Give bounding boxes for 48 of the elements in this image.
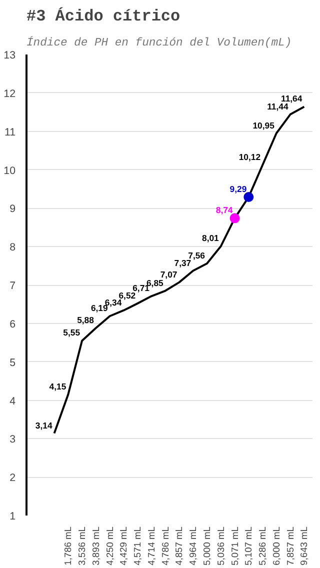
data-label: 3,14: [35, 420, 52, 430]
x-tick-label: 5,286 mL: [258, 526, 268, 566]
data-label: 11,64: [280, 94, 302, 104]
y-tick-label: 1: [10, 510, 16, 522]
data-label: 8,74: [216, 205, 233, 216]
x-tick-label: 7,857 mL: [285, 526, 296, 566]
y-tick-label: 3: [10, 434, 16, 446]
data-label: 7,37: [174, 258, 192, 268]
y-tick-label: 5: [10, 356, 16, 369]
data-label: 7,56: [188, 250, 206, 260]
y-tick-label: 9: [10, 203, 16, 216]
x-tick-label: 4,964 mL: [188, 526, 198, 566]
y-tick-label: 2: [10, 472, 16, 484]
x-tick-label: 5,107 mL: [244, 526, 254, 566]
data-label: 11,44: [267, 101, 288, 112]
x-tick-label: 1,786 mL: [63, 526, 74, 566]
data-label: 10,95: [252, 120, 275, 130]
data-label: 6,85: [146, 278, 164, 288]
chart-subtitle: Índice de PH en función del Volumen(mL): [26, 36, 292, 50]
data-label: 10,12: [238, 152, 261, 162]
x-tick-label: 3,536 mL: [77, 526, 88, 566]
y-tick-label: 4: [10, 395, 16, 408]
x-tick-label: 5,000 mL: [202, 526, 212, 566]
x-tick-label: 4,250 mL: [104, 526, 115, 566]
x-tick-label: 5,036 mL: [216, 526, 226, 566]
x-tick-label: 3,893 mL: [90, 526, 101, 566]
y-tick-label: 12: [4, 88, 16, 100]
x-tick-label: 6,000 mL: [271, 526, 282, 566]
y-tick-label: 11: [4, 126, 16, 138]
x-tick-label: 4,571 mL: [132, 526, 143, 566]
x-tick-label: 4,714 mL: [146, 526, 156, 566]
y-tick-label: 7: [10, 280, 16, 292]
data-label: 5,88: [77, 315, 94, 326]
y-tick-label: 6: [10, 318, 16, 330]
data-label: 5,55: [63, 328, 80, 338]
x-tick-label: 4,857 mL: [174, 526, 184, 566]
chart-title: #3 Ácido cítrico: [26, 6, 180, 26]
data-label: 7,07: [160, 269, 178, 280]
data-label: 4,15: [49, 381, 66, 392]
x-tick-label: 4,786 mL: [160, 526, 170, 566]
data-label: 8,01: [202, 233, 220, 244]
x-tick-label: 9,643 mL: [299, 526, 310, 566]
y-tick-label: 13: [4, 50, 16, 62]
x-tick-label: 5,071 mL: [230, 526, 240, 566]
y-tick-label: 10: [4, 164, 16, 177]
y-tick-label: 8: [10, 242, 16, 254]
data-label: 9,29: [230, 184, 247, 194]
x-tick-label: 4,429 mL: [118, 526, 129, 566]
